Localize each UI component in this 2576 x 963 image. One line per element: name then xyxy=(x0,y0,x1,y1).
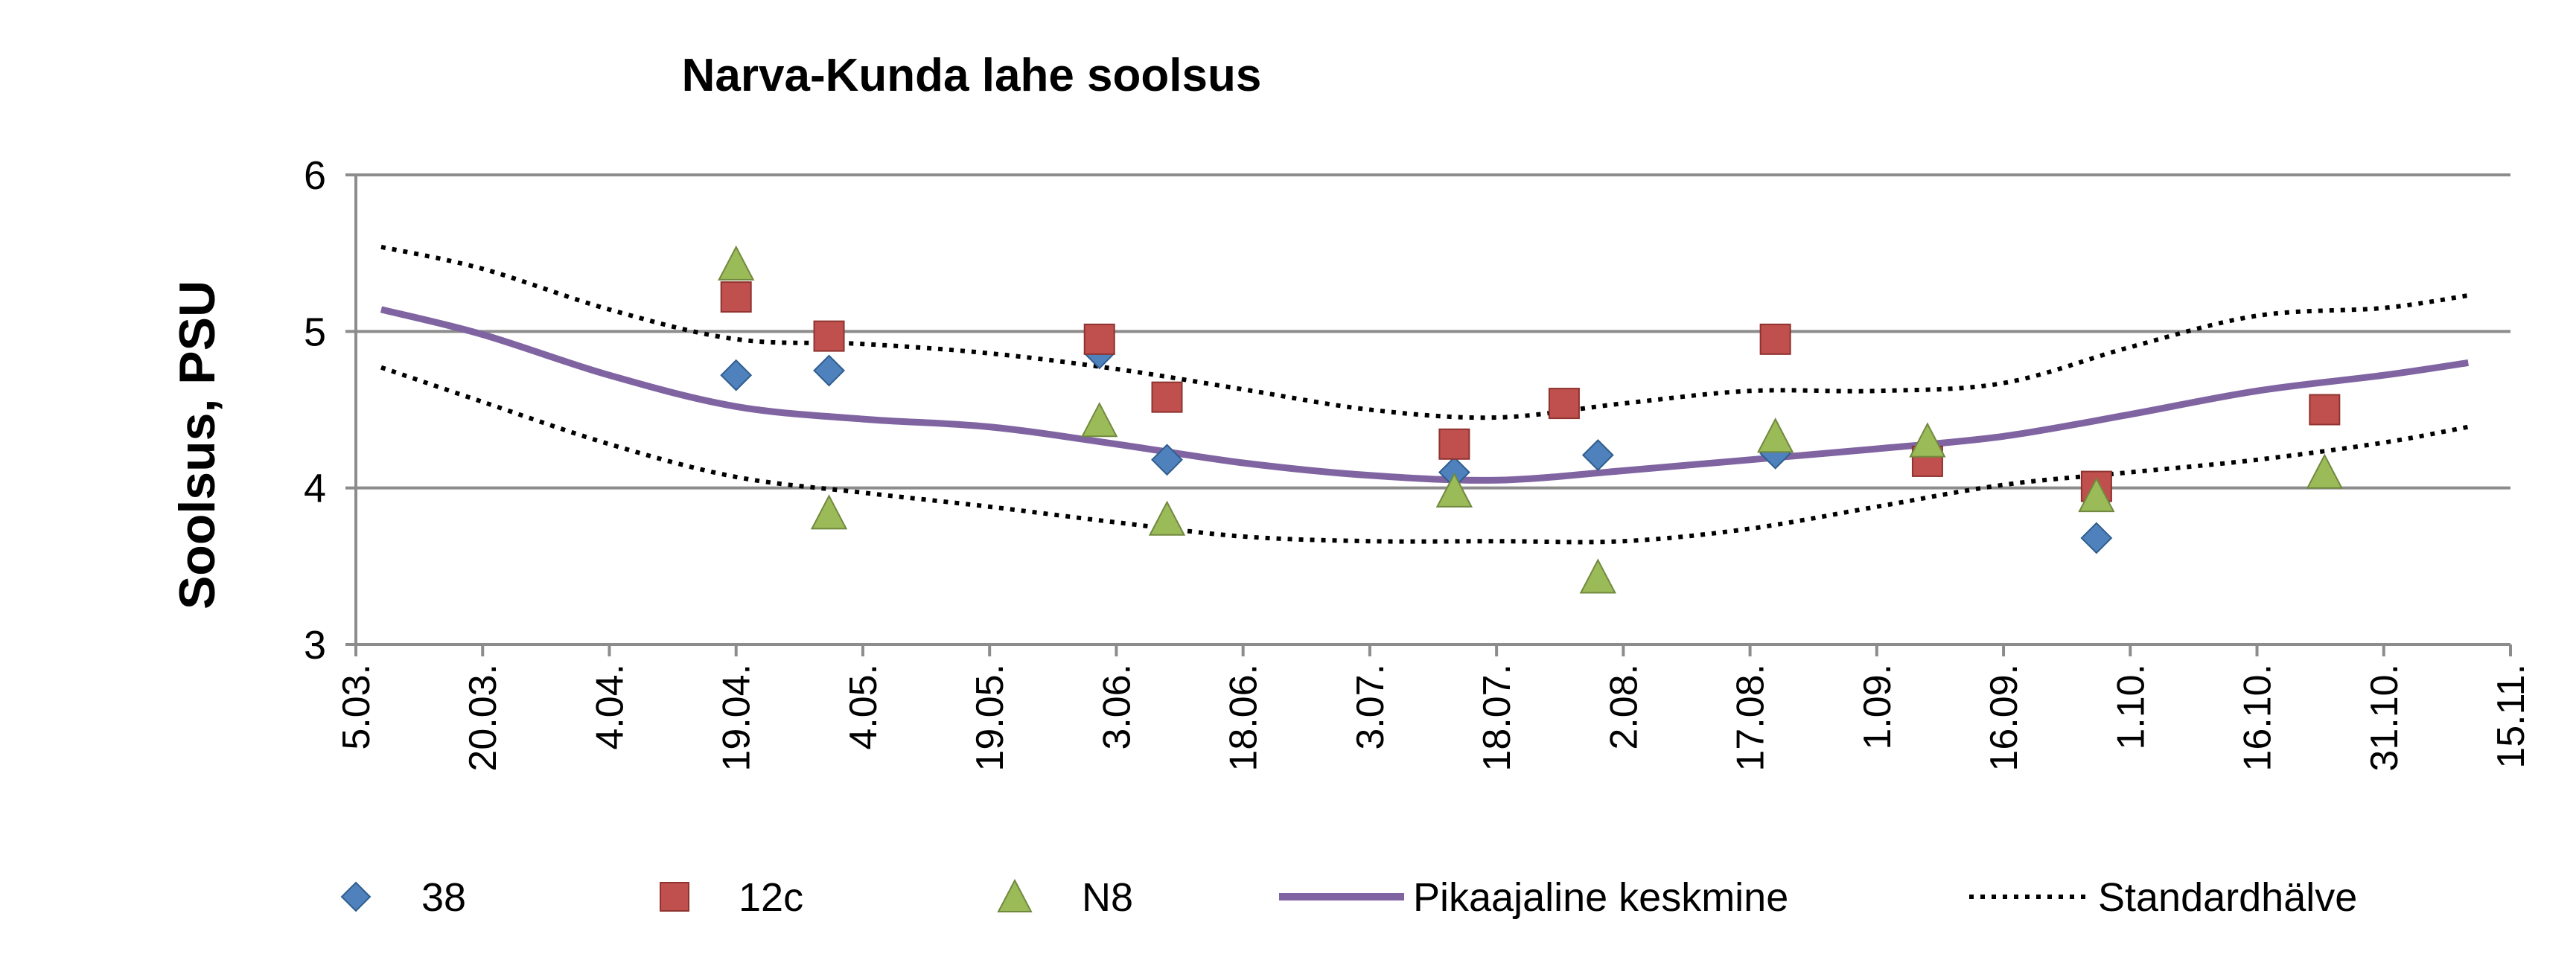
point-N8-triangle xyxy=(1909,422,1946,458)
point-N8-triangle xyxy=(1148,500,1186,536)
x-tick-labels: 5.03. 20.03. 4.04. 19.04. 4.05. 19.05. 3.06. 18… xyxy=(335,664,2533,772)
x-tick-label: 4.04. xyxy=(588,664,631,750)
std-deviation-line-2 xyxy=(380,365,2469,545)
legend-label: Pikaajaline keskmine xyxy=(1413,875,1788,920)
point-N8-triangle xyxy=(1435,472,1473,508)
x-tick-label: 1.09. xyxy=(1856,664,1899,750)
point-38-diamond xyxy=(720,359,753,391)
legend-swatch-square xyxy=(660,882,689,912)
legend: 38 12c N8 Pikaajaline keskmine Standardhälve xyxy=(340,875,2357,920)
y-tick-label: 5 xyxy=(304,310,326,354)
point-N8-triangle xyxy=(2306,453,2343,489)
point-N8-triangle xyxy=(810,494,848,530)
long-term-mean-line xyxy=(380,306,2469,484)
x-tick-label: 4.05. xyxy=(842,664,885,750)
x-tick-label: 5.03. xyxy=(335,664,378,750)
legend-swatch-triangle xyxy=(997,878,1033,912)
point-38-diamond xyxy=(813,354,845,387)
x-tick-label: 17.08. xyxy=(1729,664,1773,772)
chart-title: Narva-Kunda lahe soolsus xyxy=(682,50,1262,101)
legend-item-4: Standardhälve xyxy=(1969,875,2357,920)
x-tick-label: 15.11. xyxy=(2490,664,2533,769)
point-12c-square xyxy=(2309,394,2341,426)
x-tick-label: 19.05. xyxy=(969,664,1012,772)
gridlines xyxy=(356,173,2510,490)
point-12c-square xyxy=(813,320,845,352)
x-tick-label: 3.07. xyxy=(1349,664,1392,750)
x-tick-label: 16.10. xyxy=(2237,664,2280,772)
point-12c-square xyxy=(1151,381,1183,413)
y-tick-label: 3 xyxy=(304,623,326,668)
point-12c-square xyxy=(1083,323,1115,355)
y-tick-labels: 3 4 5 6 xyxy=(304,153,326,668)
x-tick-label: 31.10. xyxy=(2363,664,2406,772)
point-38-diamond xyxy=(1581,439,1614,471)
point-12c-square xyxy=(1759,323,1791,355)
series-lines xyxy=(380,244,2469,545)
point-N8-triangle xyxy=(718,245,755,281)
x-tick-label: 19.04. xyxy=(715,664,759,772)
legend-label: N8 xyxy=(1082,875,1133,920)
legend-swatch-diamond xyxy=(340,881,372,912)
std-deviation-line-1 xyxy=(380,244,2469,420)
point-38-diamond xyxy=(2080,522,2113,554)
point-N8-triangle xyxy=(1756,417,1794,453)
point-12c-square xyxy=(720,281,752,313)
axes xyxy=(345,173,2512,656)
legend-item-3: Pikaajaline keskmine xyxy=(1279,875,1788,920)
series-markers xyxy=(718,245,2343,594)
legend-item-2: N8 xyxy=(997,875,1133,920)
legend-label: Standardhälve xyxy=(2098,875,2357,920)
x-tick-label: 20.03. xyxy=(462,664,505,772)
legend-label: 12c xyxy=(739,875,803,920)
y-tick-label: 4 xyxy=(304,467,326,511)
point-38-diamond xyxy=(1151,444,1183,476)
point-N8-triangle xyxy=(2078,477,2115,513)
point-N8-triangle xyxy=(1579,558,1616,594)
x-tick-label: 18.07. xyxy=(1476,664,1519,772)
x-tick-label: 16.09. xyxy=(1983,664,2026,772)
point-12c-square xyxy=(1438,428,1470,460)
legend-label: 38 xyxy=(421,875,466,920)
x-tick-label: 2.08. xyxy=(1602,664,1645,750)
legend-item-0: 38 xyxy=(340,875,466,920)
point-12c-square xyxy=(1548,388,1580,420)
x-tick-label: 3.06. xyxy=(1095,664,1138,750)
legend-item-1: 12c xyxy=(660,875,803,920)
x-tick-label: 1.10. xyxy=(2109,664,2152,750)
x-tick-label: 18.06. xyxy=(1222,664,1266,772)
y-tick-label: 6 xyxy=(304,153,326,198)
point-N8-triangle xyxy=(1081,402,1118,438)
y-axis-label: Soolsus, PSU xyxy=(169,281,226,610)
